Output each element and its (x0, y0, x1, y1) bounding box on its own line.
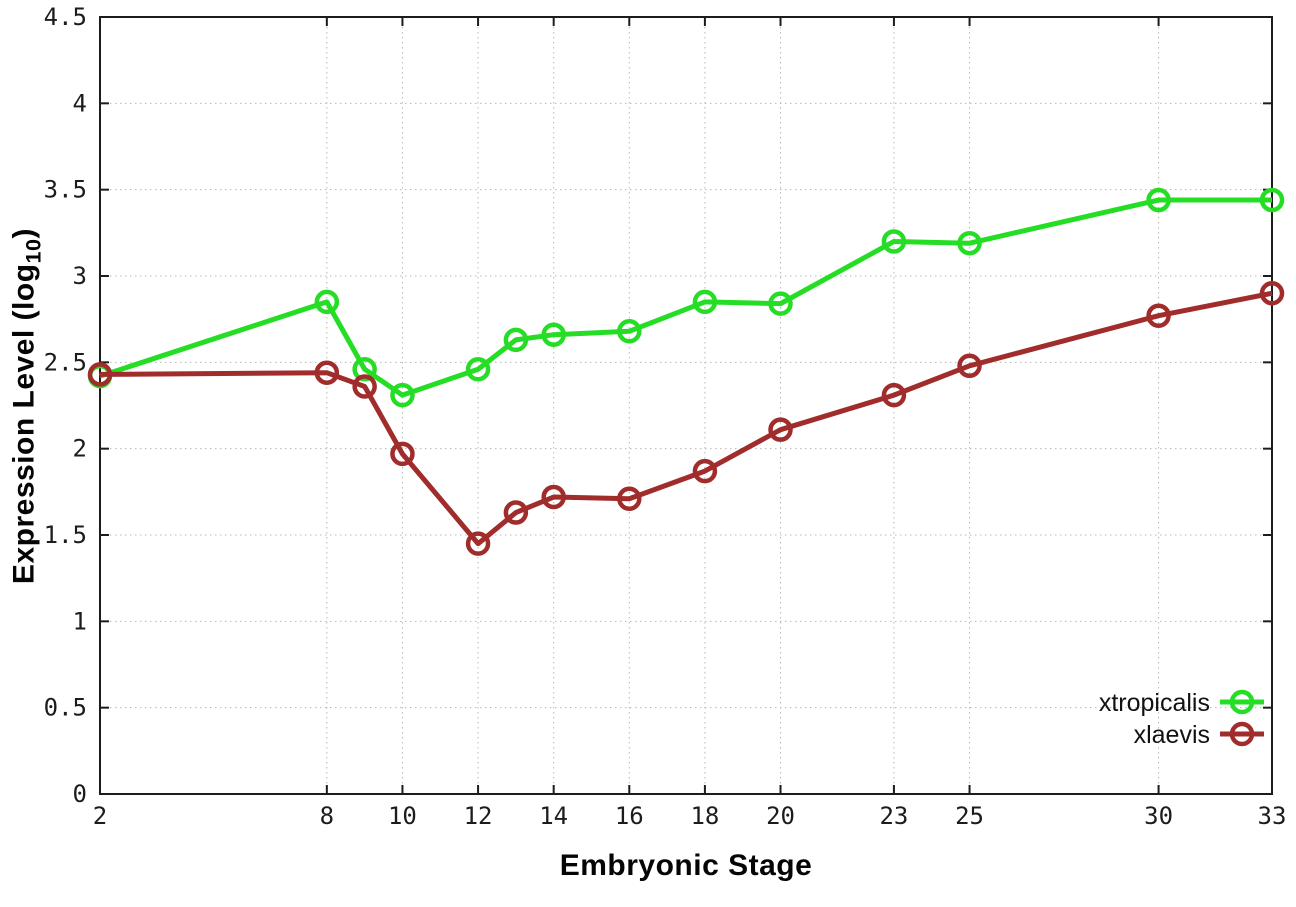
y-axis-title-subscript: 10 (20, 238, 46, 264)
y-tick-label: 4 (73, 89, 87, 117)
data-point-xlaevis (390, 441, 415, 467)
y-axis-title-close: ) (7, 227, 41, 239)
y-tick-label: 4.5 (44, 3, 87, 31)
x-tick-label: 8 (320, 802, 334, 830)
data-point-xtropicalis (881, 229, 907, 254)
data-point-xlaevis (692, 458, 718, 484)
x-tick-label: 10 (388, 802, 417, 830)
data-point-xtropicalis (314, 289, 340, 315)
data-point-xlaevis (617, 486, 642, 511)
data-point-xtropicalis (768, 291, 793, 316)
legend-marker-icon (1229, 689, 1255, 715)
x-tick-label: 2 (93, 802, 107, 830)
x-tick-label: 23 (879, 802, 908, 830)
x-tick-label: 12 (464, 802, 493, 830)
data-point-xtropicalis (541, 322, 566, 347)
legend-label: xtropicalis (1099, 689, 1210, 717)
legend-marker-icon (1229, 721, 1255, 747)
data-point-xtropicalis (1146, 187, 1171, 213)
data-point-xtropicalis (352, 356, 377, 382)
x-tick-label: 30 (1144, 802, 1173, 830)
data-point-xtropicalis (503, 327, 529, 353)
data-point-xlaevis (314, 360, 340, 385)
y-tick-label: 2.5 (44, 348, 87, 376)
data-point-xtropicalis (957, 230, 982, 256)
legend-label: xlaevis (1134, 721, 1210, 749)
data-point-xtropicalis (617, 319, 642, 344)
y-tick-label: 3.5 (44, 176, 87, 204)
y-axis-title-text: Expression Level (log (7, 263, 41, 585)
y-tick-label: 2 (73, 435, 87, 463)
x-tick-label: 33 (1258, 802, 1287, 830)
data-point-xtropicalis (465, 356, 491, 382)
data-point-xlaevis (352, 374, 377, 399)
data-point-xtropicalis (692, 289, 718, 315)
series-line-xtropicalis (99, 197, 1272, 398)
y-tick-label: 3 (73, 262, 87, 290)
data-point-xlaevis (503, 500, 529, 525)
x-tick-label: 14 (539, 802, 568, 830)
x-tick-label: 16 (615, 802, 644, 830)
y-axis-title: Expression Level (log10) (8, 228, 47, 584)
x-axis-title: Embryonic Stage (559, 849, 813, 882)
x-tick-label: 20 (766, 802, 795, 830)
data-point-xlaevis (768, 417, 793, 442)
data-point-xtropicalis (390, 382, 415, 408)
x-tick-label: 25 (955, 802, 984, 830)
series-line-xlaevis (99, 290, 1273, 547)
data-point-xlaevis (1146, 303, 1171, 328)
y-tick-label: 1 (73, 607, 87, 635)
data-point-xlaevis (1259, 281, 1285, 306)
y-tick-label: 0 (73, 780, 87, 808)
data-point-xlaevis (881, 382, 907, 408)
data-point-xlaevis (87, 362, 113, 387)
data-point-xlaevis (957, 353, 982, 379)
data-point-xlaevis (541, 484, 566, 510)
data-point-xlaevis (465, 531, 491, 556)
y-tick-label: 1.5 (44, 521, 87, 549)
y-tick-label: 0.5 (44, 694, 87, 722)
data-point-xtropicalis (1259, 187, 1285, 213)
plot-border (99, 16, 1273, 795)
x-tick-label: 18 (690, 802, 719, 830)
